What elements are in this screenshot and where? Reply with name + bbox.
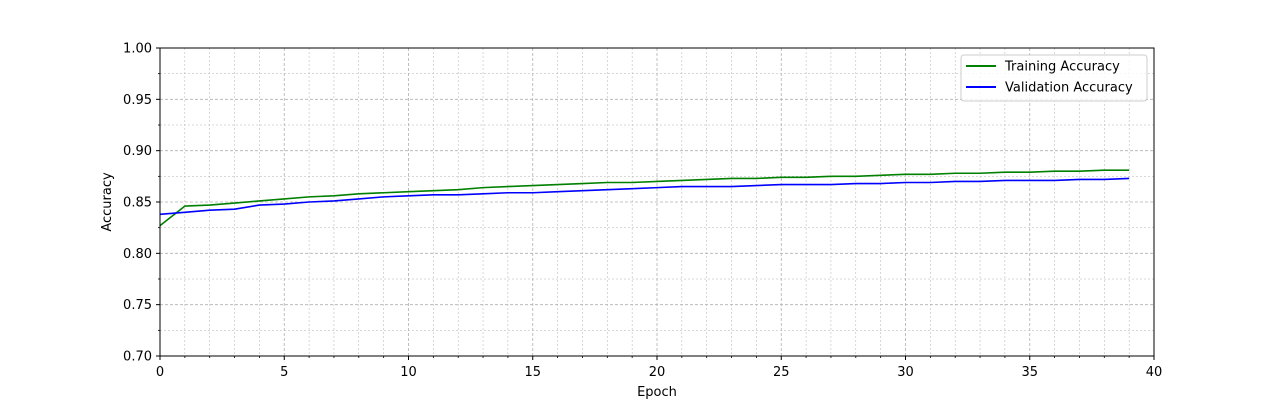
y-tick-label: 0.70 bbox=[123, 350, 152, 365]
grid bbox=[160, 48, 1154, 356]
legend-label-validation: Validation Accuracy bbox=[1005, 81, 1133, 96]
x-tick-label: 20 bbox=[649, 365, 666, 380]
x-tick-label: 15 bbox=[524, 365, 541, 380]
training-accuracy-line bbox=[159, 169, 1130, 227]
x-tick-label: 30 bbox=[897, 365, 914, 380]
series-lines bbox=[159, 169, 1130, 227]
x-tick-label: 35 bbox=[1021, 365, 1038, 380]
y-tick-label: 0.75 bbox=[123, 298, 152, 313]
x-tick-label: 5 bbox=[280, 365, 288, 380]
legend: Training Accuracy Validation Accuracy bbox=[960, 54, 1148, 102]
legend-box bbox=[960, 54, 1148, 102]
x-tick-label: 25 bbox=[773, 365, 790, 380]
x-axis-label: Epoch bbox=[637, 385, 677, 400]
validation-accuracy-line bbox=[159, 177, 1130, 216]
y-tick-label: 0.80 bbox=[123, 247, 152, 262]
axis-ticks: 0 5 10 15 20 25 30 35 40 0.70 0.75 0.80 0.85 0.90 0.95… bbox=[123, 42, 1162, 381]
legend-label-training: Training Accuracy bbox=[1004, 60, 1120, 75]
x-tick-label: 10 bbox=[400, 365, 417, 380]
y-axis-label: Accuracy bbox=[100, 172, 115, 232]
y-tick-label: 0.95 bbox=[123, 93, 152, 108]
x-tick-label: 0 bbox=[156, 365, 164, 380]
x-tick-label: 40 bbox=[1146, 365, 1163, 380]
y-tick-label: 1.00 bbox=[123, 42, 152, 57]
y-tick-label: 0.90 bbox=[123, 144, 152, 159]
y-tick-label: 0.85 bbox=[123, 196, 152, 211]
